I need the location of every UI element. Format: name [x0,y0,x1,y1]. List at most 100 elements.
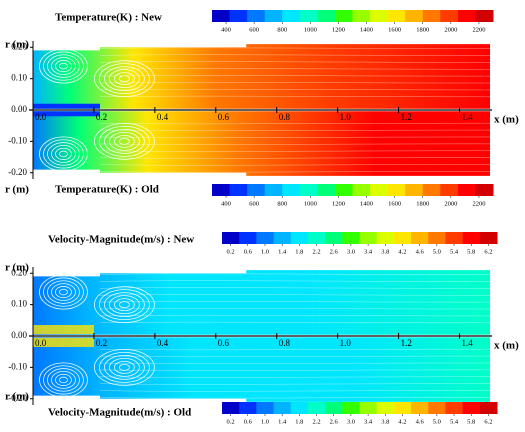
y-tick-label: 0.00 [11,330,27,340]
colorbar-tick-label: 5.0 [433,248,441,255]
y-tick-label: -0.10 [8,361,27,371]
colorbar-tick-label: 0.6 [244,248,253,255]
streamline [43,139,84,169]
colorbar-segment [370,10,389,22]
streamline [100,88,491,91]
field [33,44,490,109]
colorbar-segment [457,10,476,22]
colorbar-tick-label: 1400 [360,26,373,33]
colorbar-tick-label: 1.0 [261,418,269,425]
colorbar-tick-label: 1000 [304,26,317,33]
colorbar-segment [352,184,371,196]
colorbar-tick-label: 2200 [472,200,485,207]
streamline [100,383,491,385]
streamline [100,95,491,98]
streamline [104,66,145,92]
colorbar-segment [376,232,395,244]
streamline [109,131,140,151]
streamline [55,147,72,160]
field [33,111,490,176]
streamline [104,292,145,318]
streamline [100,287,491,289]
streamline [100,355,491,358]
colorbar-tick-label: 400 [221,26,231,33]
colorbar-tick-label: 3.8 [381,248,389,255]
x-tick-label: 0.2 [96,112,107,122]
streamline [100,164,491,166]
x-tick-label: 1.2 [401,338,412,348]
colorbar-tick-label: 4.6 [416,248,425,255]
colorbar-segment [264,184,283,196]
streamline [100,390,491,392]
streamline [100,362,491,364]
streamline [114,360,135,374]
colorbar-tick-label: 600 [249,200,259,207]
streamline [109,69,140,89]
colorbar-tick-label: 3.8 [381,418,389,425]
colorbar-segment [256,402,275,414]
colorbar-tick-label: 1.0 [261,248,269,255]
colorbar-segment [387,184,406,196]
y-tick-label: 0.20 [11,267,27,277]
streamline [100,321,491,324]
field [33,337,490,402]
inlet-cold [33,103,101,109]
streamline [100,68,491,70]
colorbar-tick-label: 1800 [416,26,429,33]
streamline [55,373,72,386]
colorbar-segment [462,232,481,244]
colorbar-tick-label: 2.2 [312,248,320,255]
streamline [59,62,68,70]
colorbar-segment [229,10,248,22]
x-tick-label: 0.0 [35,338,47,348]
y-tick-label: -0.20 [8,393,27,403]
panel-title: Temperature(K) : Old [55,184,159,196]
colorbar-tick-label: 2200 [472,26,485,33]
colorbar-segment [317,184,336,196]
colorbar-tick-label: 800 [277,200,287,207]
streamline [39,362,88,398]
y-tick-label: 0.00 [11,104,27,114]
colorbar-segment [342,402,360,414]
streamline [100,143,491,145]
colorbar-segment [290,232,309,244]
colorbar-segment [222,232,240,244]
colorbar-segment [256,232,275,244]
streamline [100,82,491,84]
colorbar-segment [239,402,257,414]
colorbar-tick-label: 2.6 [330,248,339,255]
streamline [55,286,72,299]
colorbar-tick-label: 5.4 [450,418,459,425]
streamline [100,54,491,56]
streamline [100,348,491,351]
colorbar-segment [247,10,266,22]
colorbar-segment [428,402,446,414]
streamline [100,308,491,310]
y-axis-label: r (m) [5,262,29,274]
colorbar-segment [239,232,257,244]
inlet-jet [33,337,94,347]
streamline [51,371,76,389]
x-tick-label: 0.8 [279,338,291,348]
x-tick-label: 1.2 [401,112,412,122]
colorbar-segment [475,184,494,196]
colorbar-tick-label: 4.6 [416,418,425,425]
colorbar-segment [307,232,326,244]
colorbar-tick-label: 3.0 [347,418,355,425]
colorbar-tick-label: 1.4 [278,248,287,255]
x-tick-label: 0.4 [157,112,169,122]
colorbar-segment [299,184,318,196]
streamline [59,150,68,158]
colorbar-tick-label: 1800 [416,200,429,207]
field [33,270,490,335]
streamline [114,134,135,148]
colorbar-segment [273,232,292,244]
colorbar-segment [212,10,231,22]
colorbar-tick-label: 1600 [388,200,401,207]
colorbar-tick-label: 3.4 [364,418,373,425]
y-tick-label: -0.10 [8,135,27,145]
streamline [100,301,491,303]
colorbar-segment [352,10,371,22]
colorbar-tick-label: 2000 [444,200,457,207]
streamline [100,157,491,159]
